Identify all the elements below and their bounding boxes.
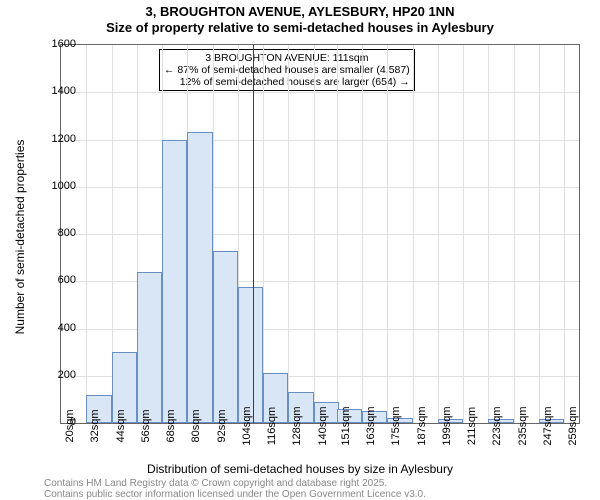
- gridline-v: [438, 45, 439, 423]
- chart-title-address: 3, BROUGHTON AVENUE, AYLESBURY, HP20 1NN: [0, 4, 600, 19]
- gridline-v: [362, 45, 363, 423]
- annotation-box: 3 BROUGHTON AVENUE: 111sqm ← 87% of semi…: [159, 49, 415, 91]
- x-tick-label: 163sqm: [365, 406, 377, 445]
- gridline-h: [61, 140, 579, 141]
- y-tick-label: 800: [58, 227, 76, 239]
- gridline-h: [61, 92, 579, 93]
- footer-attribution: Contains HM Land Registry data © Crown c…: [44, 478, 426, 500]
- x-tick-label: 140sqm: [317, 406, 329, 445]
- x-tick-label: 116sqm: [266, 407, 278, 445]
- x-tick-label: 80sqm: [190, 409, 202, 442]
- gridline-v: [514, 45, 515, 423]
- plot-area: 3 BROUGHTON AVENUE: 111sqm ← 87% of semi…: [60, 44, 580, 424]
- x-tick-label: 235sqm: [517, 406, 529, 445]
- y-tick-label: 1200: [52, 133, 76, 145]
- annotation-line3: 12% of semi-detached houses are larger (…: [164, 76, 410, 88]
- gridline-v: [86, 45, 87, 423]
- x-tick-label: 20sqm: [64, 409, 76, 442]
- x-tick-label: 68sqm: [165, 409, 177, 442]
- x-tick-label: 104sqm: [241, 406, 253, 445]
- histogram-bar: [137, 272, 162, 423]
- gridline-v: [288, 45, 289, 423]
- gridline-v: [463, 45, 464, 423]
- histogram-bar: [187, 132, 212, 423]
- x-tick-label: 187sqm: [416, 406, 428, 445]
- x-tick-label: 211sqm: [466, 407, 478, 445]
- x-tick-label: 259sqm: [567, 406, 579, 445]
- y-axis-label: Number of semi-detached properties: [13, 87, 27, 387]
- x-tick-label: 151sqm: [340, 406, 352, 445]
- gridline-v: [387, 45, 388, 423]
- y-tick-label: 200: [58, 369, 76, 381]
- x-tick-label: 44sqm: [115, 409, 127, 442]
- histogram-bar: [213, 251, 238, 423]
- x-tick-label: 175sqm: [390, 406, 402, 445]
- y-tick-label: 400: [58, 322, 76, 334]
- y-tick-label: 600: [58, 274, 76, 286]
- gridline-v: [314, 45, 315, 423]
- y-tick-label: 1600: [52, 38, 76, 50]
- x-tick-label: 32sqm: [89, 409, 101, 442]
- chart-container: 3, BROUGHTON AVENUE, AYLESBURY, HP20 1NN…: [0, 0, 600, 500]
- x-tick-label: 92sqm: [216, 409, 228, 442]
- x-tick-label: 128sqm: [291, 406, 303, 445]
- gridline-v: [539, 45, 540, 423]
- histogram-bar: [238, 287, 263, 423]
- gridline-h: [61, 234, 579, 235]
- chart-title-subtitle: Size of property relative to semi-detach…: [0, 20, 600, 35]
- footer-line1: Contains HM Land Registry data © Crown c…: [44, 478, 426, 489]
- x-tick-label: 56sqm: [140, 409, 152, 442]
- marker-line: [253, 45, 255, 423]
- histogram-bar: [162, 140, 187, 424]
- gridline-v: [337, 45, 338, 423]
- x-tick-label: 247sqm: [542, 406, 554, 445]
- footer-line2: Contains public sector information licen…: [44, 489, 426, 500]
- gridline-v: [413, 45, 414, 423]
- annotation-line1: 3 BROUGHTON AVENUE: 111sqm: [164, 52, 410, 64]
- gridline-v: [488, 45, 489, 423]
- x-tick-label: 223sqm: [491, 406, 503, 445]
- gridline-v: [263, 45, 264, 423]
- gridline-v: [564, 45, 565, 423]
- y-tick-label: 1400: [52, 85, 76, 97]
- x-axis-label: Distribution of semi-detached houses by …: [0, 462, 600, 476]
- annotation-line2: ← 87% of semi-detached houses are smalle…: [164, 64, 410, 76]
- gridline-h: [61, 187, 579, 188]
- x-tick-label: 199sqm: [441, 406, 453, 445]
- y-tick-label: 1000: [52, 180, 76, 192]
